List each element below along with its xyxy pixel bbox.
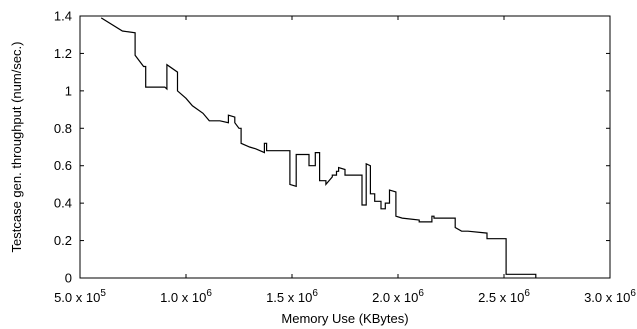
series-line [100, 17, 537, 278]
x-axis-ticks: 5.0 x 105 1.0 x 106 1.5 x 106 2.0 x 106 2.5 … [54, 16, 636, 305]
x-tick-label: 2.5 x 106 [478, 288, 530, 305]
y-tick-label: 0.8 [54, 121, 72, 136]
y-tick-label: 1.4 [54, 9, 72, 24]
plot-frame [79, 15, 611, 279]
y-tick-label: 1 [65, 83, 72, 98]
x-tick-label: 1.0 x 106 [160, 288, 212, 305]
y-tick-label: 0.4 [54, 196, 72, 211]
x-tick-label: 5.0 x 105 [54, 288, 106, 305]
y-axis-label: Testcase gen. throughput (num/sec.) [9, 41, 24, 252]
x-axis-label: Memory Use (KBytes) [281, 311, 408, 326]
y-tick-label: 1.2 [54, 46, 72, 61]
series-group [100, 17, 537, 278]
x-tick-label: 3.0 x 106 [584, 288, 636, 305]
y-tick-label: 0.2 [54, 233, 72, 248]
x-tick-label: 1.5 x 106 [266, 288, 318, 305]
x-tick-label: 2.0 x 106 [372, 288, 424, 305]
y-tick-label: 0.6 [54, 158, 72, 173]
y-tick-label: 0 [65, 271, 72, 286]
y-axis-ticks: 0 0.2 0.4 0.6 0.8 1 1.2 1.4 [54, 9, 610, 286]
